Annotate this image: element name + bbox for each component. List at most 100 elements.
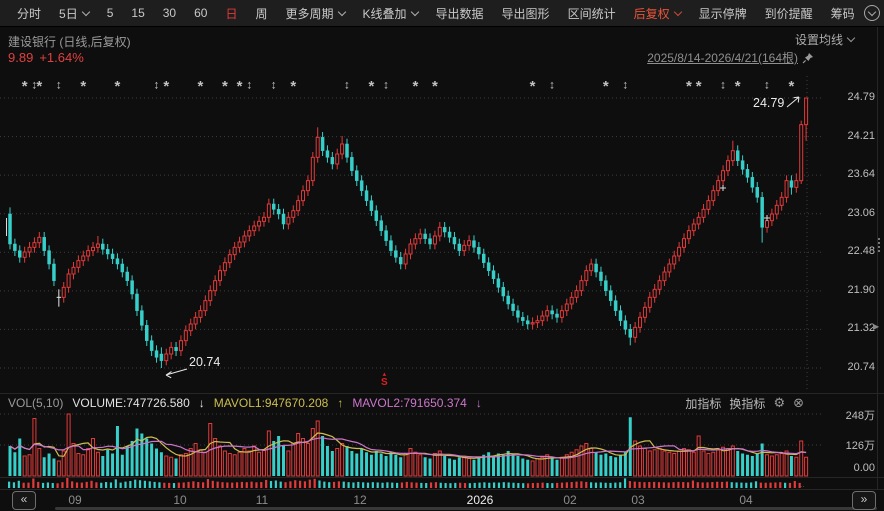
high-annotation: 24.79 <box>753 96 784 110</box>
event-marker-star-icon[interactable]: * <box>163 78 169 95</box>
navigator-minimap[interactable] <box>8 478 801 488</box>
event-marker-updown-icon[interactable]: ↕ <box>56 78 62 92</box>
event-marker-star-icon[interactable]: * <box>115 78 121 95</box>
toolbar-item-label: 5 <box>107 6 114 20</box>
event-marker-updown-icon[interactable]: ↕ <box>344 78 350 92</box>
toolbar-item-label: K线叠加 <box>363 5 407 22</box>
toolbar-item-13[interactable]: 后复权 <box>625 5 690 22</box>
toolbar-item-4[interactable]: 30 <box>154 6 185 20</box>
event-marker-star-icon[interactable]: * <box>198 78 204 95</box>
mavol2-line <box>10 438 806 458</box>
date-range-label[interactable]: 2025/8/14-2026/4/21(164根) <box>647 49 798 66</box>
price-tick-label: 21.90 <box>847 284 875 296</box>
candlestick-series[interactable] <box>9 98 808 368</box>
scroll-right-button[interactable]: » <box>852 491 876 510</box>
price-tick-label: 24.79 <box>847 91 875 103</box>
close-circle-icon[interactable]: ⊗ <box>793 395 804 411</box>
chevron-down-icon <box>867 7 875 15</box>
event-marker-star-icon[interactable]: * <box>80 78 86 95</box>
month-label-2026: 2026 <box>467 493 494 507</box>
toolbar-item-label: 显示停牌 <box>699 5 747 22</box>
pin-icon[interactable] <box>802 52 814 64</box>
history-circle-icon[interactable] <box>864 5 880 21</box>
event-marker-star-icon[interactable]: * <box>696 78 702 95</box>
indicator-actions: 加指标 换指标 ⚙ ⊗ <box>685 395 804 412</box>
toolbar-item-3[interactable]: 15 <box>122 6 153 20</box>
volume-tick-label: 0.00 <box>854 462 875 474</box>
month-label-02: 02 <box>563 493 576 507</box>
toolbar-item-8[interactable]: 更多周期 <box>277 5 354 22</box>
sell-signal-letter: S <box>381 378 388 387</box>
toolbar-item-14[interactable]: 显示停牌 <box>690 5 756 22</box>
event-marker-star-icon[interactable]: * <box>530 78 536 95</box>
horizontal-scrollbar[interactable] <box>55 507 877 510</box>
event-marker-updown-icon[interactable]: ↕ <box>383 78 389 92</box>
kline-chart-canvas[interactable]: *↕*↕**↕****↕↕*↕*↕***↕*↕**↕*↕*.. <box>0 0 884 511</box>
month-label-12: 12 <box>353 493 366 507</box>
visible-range[interactable]: 2025/8/14-2026/4/21(164根) <box>647 49 814 66</box>
event-marker-star-icon[interactable]: * <box>686 78 692 95</box>
chevron-down-icon <box>81 7 89 15</box>
toolbar-item-5[interactable]: 60 <box>185 6 216 20</box>
toolbar-item-label: 到价提醒 <box>765 5 813 22</box>
toolbar-item-label: 导出图形 <box>502 5 550 22</box>
add-indicator-button[interactable]: 加指标 <box>685 395 721 412</box>
toolbar: 分时5日 5 15 30 60 日周更多周期 K线叠加 导出数据导出图形区间统计后复权 显示停牌… <box>0 0 884 27</box>
toolbar-item-label: 筹码 <box>831 5 855 22</box>
toolbar-item-label: 日 <box>225 5 237 22</box>
event-marker-updown-icon[interactable]: ↕ <box>154 78 160 92</box>
toolbar-item-label: 更多周期 <box>286 5 334 22</box>
chevron-down-icon <box>847 34 855 42</box>
toolbar-item-15[interactable]: 到价提醒 <box>756 5 822 22</box>
event-marker-star-icon[interactable]: * <box>789 78 795 95</box>
toolbar-item-0[interactable]: 分时 <box>8 5 50 22</box>
toolbar-item-9[interactable]: K线叠加 <box>354 5 427 22</box>
event-marker-updown-icon[interactable]: ↕ <box>246 78 252 92</box>
toolbar-item-1[interactable]: 5日 <box>50 5 98 22</box>
toolbar-item-10[interactable]: 导出数据 <box>427 5 493 22</box>
event-marker-star-icon[interactable]: * <box>432 78 438 95</box>
event-marker-star-icon[interactable]: * <box>735 78 741 95</box>
toolbar-item-6[interactable]: 日 <box>216 5 246 22</box>
toolbar-item-11[interactable]: 导出图形 <box>493 5 559 22</box>
gear-icon[interactable]: ⚙ <box>773 395 785 411</box>
event-marker-updown-icon[interactable]: ↕ <box>764 78 770 92</box>
toolbar-item-label: 后复权 <box>634 5 670 22</box>
event-marker-updown-icon[interactable]: ↕ <box>271 78 277 92</box>
chevron-down-icon <box>337 7 345 15</box>
toolbar-item-16[interactable]: 筹码 <box>822 5 864 22</box>
axis-divider <box>877 27 878 489</box>
event-marker-star-icon[interactable]: * <box>222 78 228 95</box>
toolbar-item-7[interactable]: 周 <box>246 5 276 22</box>
event-marker-star-icon[interactable]: * <box>22 78 28 95</box>
mavol2-value: MAVOL2:791650.374 <box>352 396 467 410</box>
event-marker-updown-icon[interactable]: ↕ <box>622 78 628 92</box>
scroll-left-button[interactable]: « <box>12 491 36 510</box>
event-marker-updown-icon[interactable]: ↕ <box>720 78 726 92</box>
volume-pane-header: VOL(5,10) VOLUME:747726.580 ↓ MAVOL1:947… <box>0 394 884 412</box>
sell-signal-marker[interactable]: ▴ S <box>381 372 388 387</box>
low-annotation: 20.74 <box>189 355 220 369</box>
event-marker-star-icon[interactable]: * <box>603 78 609 95</box>
switch-indicator-button[interactable]: 换指标 <box>729 395 765 412</box>
toolbar-item-12[interactable]: 区间统计 <box>559 5 625 22</box>
month-label-09: 09 <box>68 493 81 507</box>
last-price: 9.89 <box>8 50 33 65</box>
navigator-divider <box>0 477 884 478</box>
event-marker-star-icon[interactable]: * <box>237 78 243 95</box>
event-marker-star-icon[interactable]: * <box>412 78 418 95</box>
chevron-down-icon <box>673 7 681 15</box>
event-marker-star-icon[interactable]: * <box>368 78 374 95</box>
price-tick-label: 24.21 <box>847 130 875 142</box>
event-marker-star-icon[interactable]: * <box>36 78 42 95</box>
event-marker-row[interactable]: *↕*↕**↕****↕↕*↕*↕***↕*↕**↕*↕* <box>22 78 795 96</box>
ma-settings-button[interactable]: 设置均线 <box>795 31 854 48</box>
event-marker-star-icon[interactable]: * <box>290 78 296 95</box>
toolbar-item-label: 15 <box>131 6 144 20</box>
mavol1-direction-arrow: ↑ <box>337 396 343 410</box>
event-marker-updown-icon[interactable]: ↕ <box>549 78 555 92</box>
toolbar-item-2[interactable]: 5 <box>98 6 123 20</box>
panel-expand-arrow-icon[interactable]: ▶ <box>873 322 879 331</box>
resize-handle[interactable] <box>878 238 880 240</box>
toolbar-item-label: 30 <box>163 6 176 20</box>
